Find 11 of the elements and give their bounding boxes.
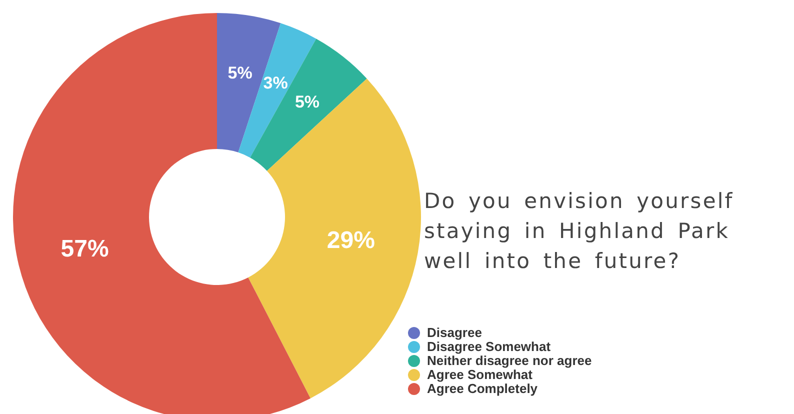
data-label: 29%: [326, 227, 375, 254]
legend-label: Neither disagree nor agree: [427, 353, 592, 368]
data-label: 57%: [60, 236, 109, 263]
data-label: 5%: [294, 92, 320, 112]
legend-label: Agree Completely: [427, 381, 538, 396]
legend-label: Agree Somewhat: [427, 367, 532, 382]
text: Do you envision yourself staying in Highland Park well into the future?: [424, 188, 735, 275]
data-label: 5%: [228, 63, 252, 82]
data-label: 3%: [263, 74, 288, 93]
legend-label: Disagree: [427, 325, 482, 340]
legend-label: Disagree Somewhat: [427, 339, 551, 354]
